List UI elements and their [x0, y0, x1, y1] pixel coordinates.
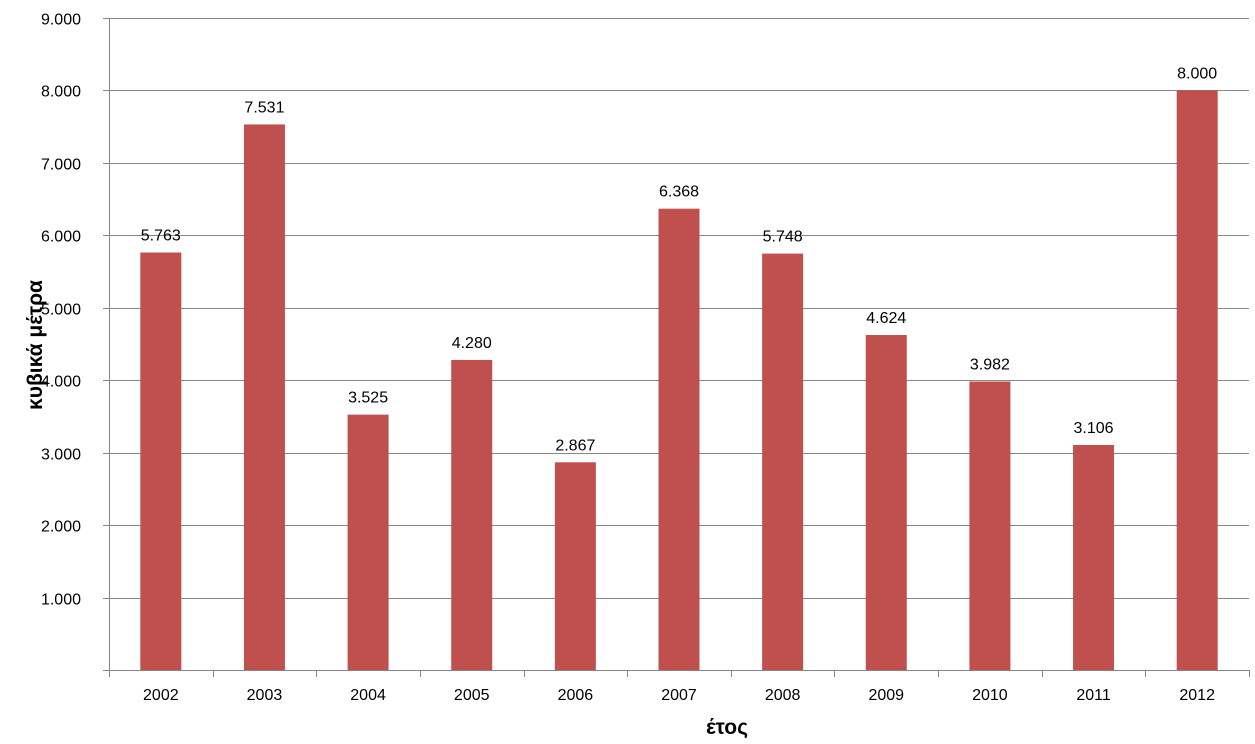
bar: [1073, 444, 1115, 670]
data-label: 5.763: [141, 228, 181, 245]
bar: [140, 252, 182, 670]
x-tick-label: 2008: [765, 687, 801, 704]
x-tick-label: 2009: [868, 687, 904, 704]
x-tick-label: 2003: [247, 687, 283, 704]
data-label: 3.106: [1074, 420, 1114, 437]
axes: [103, 18, 1250, 677]
data-label: 2.867: [555, 437, 595, 454]
data-label: 8.000: [1177, 65, 1217, 82]
bar: [865, 335, 907, 670]
bar: [658, 208, 700, 671]
x-tick-label: 2011: [1076, 687, 1111, 704]
bar: [554, 462, 596, 670]
labels: 1.000 2.000 3.000 4.000 5.000 6.000 7.000 8.000…: [41, 12, 1217, 705]
data-label: 3.525: [348, 390, 388, 407]
bar: [1176, 90, 1218, 670]
x-tick-label: 2010: [972, 687, 1008, 704]
y-tick-label: 7.000: [41, 157, 81, 174]
bar: [969, 381, 1011, 670]
y-tick-label: 9.000: [41, 12, 81, 29]
y-tick-label: 1.000: [41, 592, 81, 609]
bar: [347, 414, 389, 670]
x-tick-label: 2007: [661, 687, 697, 704]
x-tick-label: 2004: [350, 687, 386, 704]
x-tick-label: 2002: [143, 687, 179, 704]
data-label: 5.748: [763, 229, 803, 246]
bar: [243, 124, 285, 670]
y-axis-title: κυβικά μέτρα: [24, 280, 47, 410]
data-label: 4.624: [866, 310, 906, 327]
y-tick-label: 5.000: [41, 302, 81, 319]
data-label: 3.982: [970, 357, 1010, 374]
y-tick-label: 6.000: [41, 229, 81, 246]
data-label: 4.280: [452, 335, 492, 352]
y-tick-label: 2.000: [41, 519, 81, 536]
data-label: 7.531: [244, 99, 284, 116]
x-tick-label: 2012: [1179, 687, 1215, 704]
bar: [451, 359, 493, 670]
bar: [762, 253, 804, 670]
y-tick-label: 3.000: [41, 447, 81, 464]
data-label: 6.368: [659, 184, 699, 201]
x-axis-title: έτος: [706, 716, 748, 739]
y-tick-label: 4.000: [41, 374, 81, 391]
bars: [140, 90, 1218, 671]
x-tick-label: 2005: [454, 687, 490, 704]
y-tick-label: 8.000: [41, 84, 81, 101]
x-tick-label: 2006: [558, 687, 594, 704]
